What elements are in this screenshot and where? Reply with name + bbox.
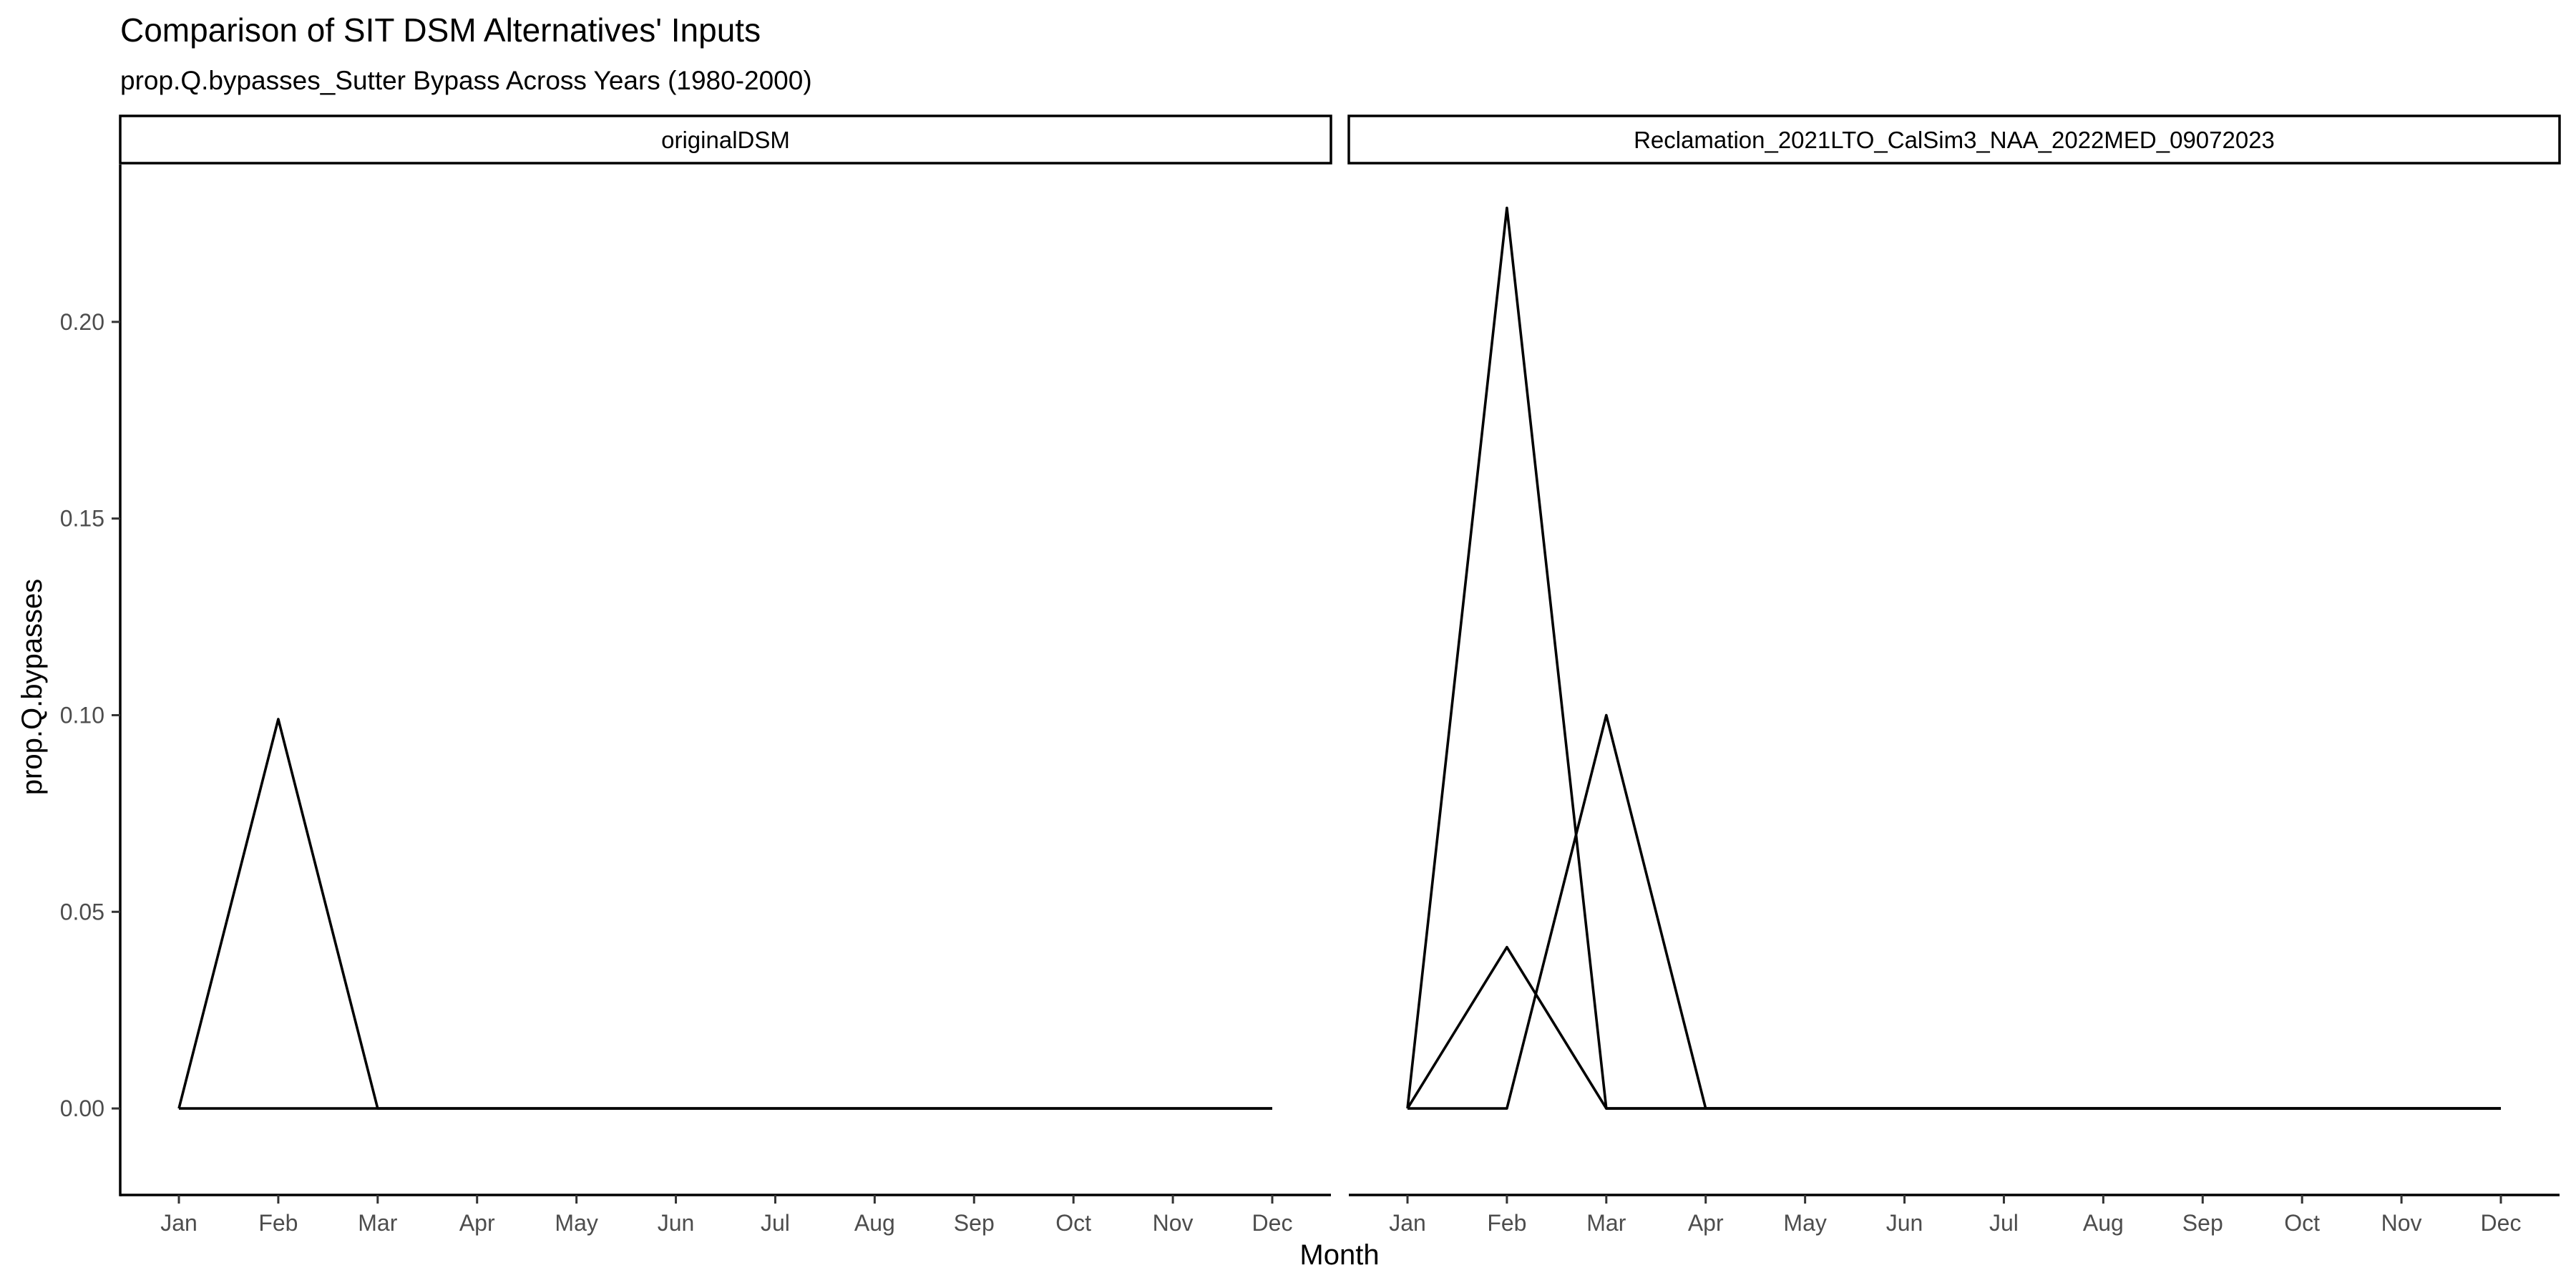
series-line-2 <box>1406 945 2501 1110</box>
facet-strip <box>119 114 1332 165</box>
y-tick-label: 0.05 <box>60 899 104 924</box>
x-tick-label: Nov <box>1153 1210 1194 1236</box>
x-tick-label: Jun <box>658 1210 695 1236</box>
x-tick-label: Sep <box>954 1210 995 1236</box>
x-tick-label: Aug <box>854 1210 895 1236</box>
x-tick-label: Dec <box>2481 1210 2522 1236</box>
x-tick-label: Jul <box>1989 1210 2019 1236</box>
facet-strip <box>1347 114 2561 165</box>
x-tick-label: Jan <box>1389 1210 1426 1236</box>
facet-panel-1: originalDSM Jan Feb Mar Apr May Jun Jul Aug Sep Oc… <box>119 114 1332 1236</box>
x-tick-label: Feb <box>258 1210 298 1236</box>
y-axis-title: prop.Q.bypasses <box>16 579 48 795</box>
x-axis-title: Month <box>1299 1239 1379 1271</box>
x-tick-label: Nov <box>2381 1210 2422 1236</box>
facet-panel-2: Reclamation_2021LTO_CalSim3_NAA_2022MED_… <box>1347 114 2561 1236</box>
series-line-3 <box>1407 713 2501 1110</box>
x-tick-label: Mar <box>1586 1210 1626 1236</box>
y-tick-label: 0.10 <box>60 702 104 728</box>
x-tick-label: May <box>1783 1210 1826 1236</box>
chart-title: Comparison of SIT DSM Alternatives' Inpu… <box>120 11 761 49</box>
x-tick-label: Jan <box>160 1210 197 1236</box>
x-tick-label: Apr <box>1688 1210 1724 1236</box>
facet-panels: originalDSM Jan Feb Mar Apr May Jun Jul Aug Sep Oc… <box>119 114 2561 1236</box>
x-tick-label: Feb <box>1487 1210 1526 1236</box>
x-tick-label: Jul <box>761 1210 790 1236</box>
x-tick-label: Sep <box>2182 1210 2223 1236</box>
series-line-1 <box>1406 206 2501 1110</box>
x-tick-label: Aug <box>2083 1210 2124 1236</box>
y-axis: 0.00 0.05 0.10 0.15 0.20 <box>60 165 122 1196</box>
facet-strip-label: Reclamation_2021LTO_CalSim3_NAA_2022MED_… <box>1634 127 2275 153</box>
chart-subtitle: prop.Q.bypasses_Sutter Bypass Across Yea… <box>120 66 812 95</box>
x-tick-label: Oct <box>1055 1210 1091 1236</box>
facet-strip-label: originalDSM <box>661 127 790 153</box>
x-tick-label: Oct <box>2284 1210 2320 1236</box>
y-tick-label: 0.20 <box>60 309 104 335</box>
x-tick-label: Dec <box>1252 1210 1293 1236</box>
x-tick-label: Apr <box>459 1210 495 1236</box>
y-tick-label: 0.00 <box>60 1096 104 1121</box>
x-tick-label: May <box>555 1210 597 1236</box>
x-tick-label: Mar <box>358 1210 397 1236</box>
series-line-1 <box>177 718 1272 1110</box>
x-tick-label: Jun <box>1886 1210 1923 1236</box>
y-tick-label: 0.15 <box>60 506 104 532</box>
